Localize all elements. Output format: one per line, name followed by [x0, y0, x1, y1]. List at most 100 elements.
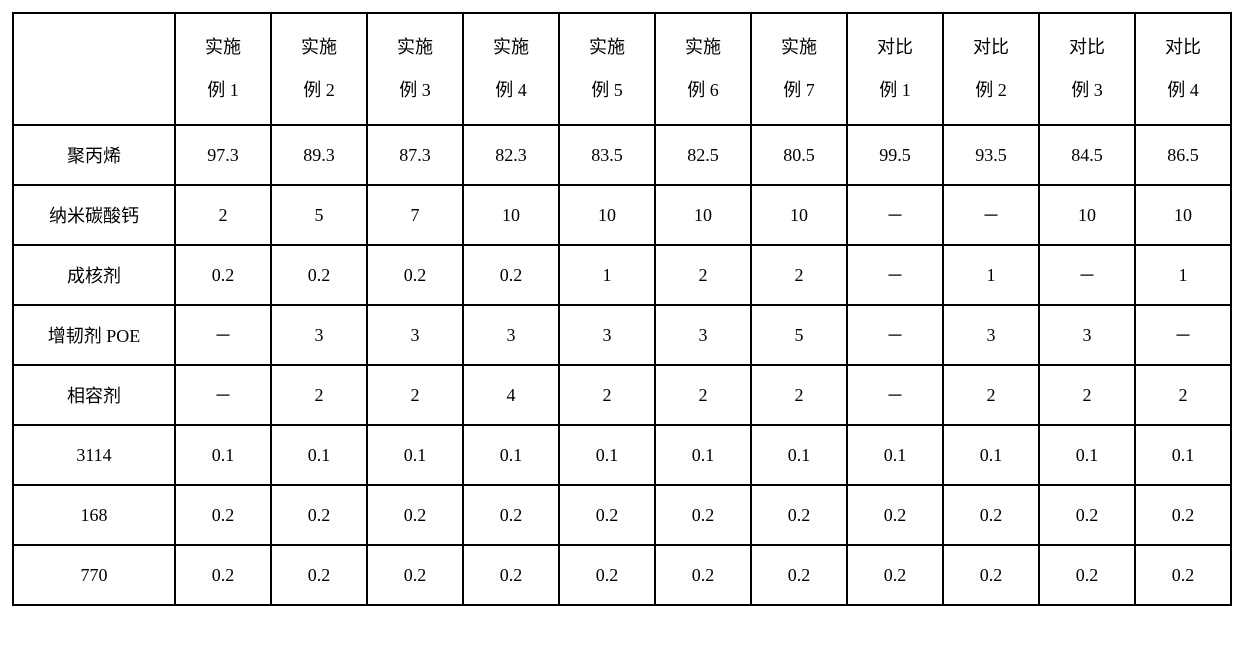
cell: 10 [559, 185, 655, 245]
cell: 2 [1039, 365, 1135, 425]
cell: 0.2 [175, 545, 271, 605]
header-col-6-l2: 例 6 [687, 80, 719, 100]
cell: 10 [1039, 185, 1135, 245]
cell: 0.2 [943, 485, 1039, 545]
cell: 0.1 [271, 425, 367, 485]
cell: 0.2 [463, 245, 559, 305]
cell: 0.2 [1135, 485, 1231, 545]
cell: 0.2 [655, 485, 751, 545]
cell: 2 [1135, 365, 1231, 425]
cell: 10 [655, 185, 751, 245]
table-row: 3114 0.1 0.1 0.1 0.1 0.1 0.1 0.1 0.1 0.1… [13, 425, 1231, 485]
cell: 0.1 [943, 425, 1039, 485]
header-col-2: 实施例 2 [271, 13, 367, 125]
cell: 0.2 [655, 545, 751, 605]
cell: 0.2 [271, 545, 367, 605]
cell: 2 [559, 365, 655, 425]
cell: 10 [1135, 185, 1231, 245]
table-row: 相容剂 － 2 2 4 2 2 2 － 2 2 2 [13, 365, 1231, 425]
cell: 83.5 [559, 125, 655, 185]
cell: 0.2 [1039, 545, 1135, 605]
cell: 3 [463, 305, 559, 365]
cell: 2 [751, 245, 847, 305]
header-col-5-l2: 例 5 [591, 80, 623, 100]
table-row: 聚丙烯 97.3 89.3 87.3 82.3 83.5 82.5 80.5 9… [13, 125, 1231, 185]
cell: 3 [943, 305, 1039, 365]
header-col-1-l2: 例 1 [207, 80, 239, 100]
cell: － [175, 365, 271, 425]
cell: － [847, 245, 943, 305]
header-col-5-l1: 实施 [589, 37, 625, 57]
header-col-11: 对比例 4 [1135, 13, 1231, 125]
cell: 0.1 [655, 425, 751, 485]
header-col-8-l2: 例 1 [879, 80, 911, 100]
header-col-3-l1: 实施 [397, 37, 433, 57]
cell: 0.2 [463, 545, 559, 605]
cell: 0.2 [175, 245, 271, 305]
cell: 5 [271, 185, 367, 245]
cell: 86.5 [1135, 125, 1231, 185]
header-col-2-l1: 实施 [301, 37, 337, 57]
cell: 2 [271, 365, 367, 425]
cell: － [847, 365, 943, 425]
header-col-1-l1: 实施 [205, 37, 241, 57]
cell: － [1135, 305, 1231, 365]
header-col-6-l1: 实施 [685, 37, 721, 57]
cell: 0.2 [559, 545, 655, 605]
cell: 0.2 [1135, 545, 1231, 605]
cell: 2 [655, 245, 751, 305]
cell: 1 [1135, 245, 1231, 305]
header-col-4: 实施例 4 [463, 13, 559, 125]
cell: 80.5 [751, 125, 847, 185]
cell: 3 [367, 305, 463, 365]
cell: 0.2 [367, 545, 463, 605]
row-label: 770 [13, 545, 175, 605]
table-body: 聚丙烯 97.3 89.3 87.3 82.3 83.5 82.5 80.5 9… [13, 125, 1231, 605]
cell: 84.5 [1039, 125, 1135, 185]
table-header-row: 实施例 1 实施例 2 实施例 3 实施例 4 实施例 5 实施例 6 实施例 … [13, 13, 1231, 125]
cell: 2 [655, 365, 751, 425]
table-row: 纳米碳酸钙 2 5 7 10 10 10 10 － － 10 10 [13, 185, 1231, 245]
row-label: 168 [13, 485, 175, 545]
cell: 2 [943, 365, 1039, 425]
cell: － [847, 305, 943, 365]
cell: 0.2 [271, 485, 367, 545]
row-label: 纳米碳酸钙 [13, 185, 175, 245]
cell: 0.1 [463, 425, 559, 485]
cell: 0.2 [175, 485, 271, 545]
cell: 0.1 [1135, 425, 1231, 485]
row-label: 聚丙烯 [13, 125, 175, 185]
table-row: 增韧剂 POE － 3 3 3 3 3 5 － 3 3 － [13, 305, 1231, 365]
cell: 1 [943, 245, 1039, 305]
cell: 10 [463, 185, 559, 245]
header-col-9-l2: 例 2 [975, 80, 1007, 100]
header-col-2-l2: 例 2 [303, 80, 335, 100]
cell: 82.3 [463, 125, 559, 185]
cell: 0.2 [559, 485, 655, 545]
composition-table: 实施例 1 实施例 2 实施例 3 实施例 4 实施例 5 实施例 6 实施例 … [12, 12, 1232, 606]
header-col-7: 实施例 7 [751, 13, 847, 125]
table-row: 成核剂 0.2 0.2 0.2 0.2 1 2 2 － 1 － 1 [13, 245, 1231, 305]
cell: 0.1 [175, 425, 271, 485]
cell: 97.3 [175, 125, 271, 185]
cell: 0.2 [367, 245, 463, 305]
cell: 2 [175, 185, 271, 245]
cell: 0.2 [751, 485, 847, 545]
cell: 0.2 [847, 485, 943, 545]
cell: 2 [751, 365, 847, 425]
header-col-7-l1: 实施 [781, 37, 817, 57]
header-col-9-l1: 对比 [973, 37, 1009, 57]
cell: 3 [559, 305, 655, 365]
header-col-11-l1: 对比 [1165, 37, 1201, 57]
cell: 4 [463, 365, 559, 425]
cell: 7 [367, 185, 463, 245]
cell: 3 [1039, 305, 1135, 365]
cell: 0.1 [1039, 425, 1135, 485]
cell: 0.1 [751, 425, 847, 485]
cell: 0.2 [751, 545, 847, 605]
header-col-9: 对比例 2 [943, 13, 1039, 125]
header-col-1: 实施例 1 [175, 13, 271, 125]
cell: 10 [751, 185, 847, 245]
cell: － [175, 305, 271, 365]
cell: 5 [751, 305, 847, 365]
